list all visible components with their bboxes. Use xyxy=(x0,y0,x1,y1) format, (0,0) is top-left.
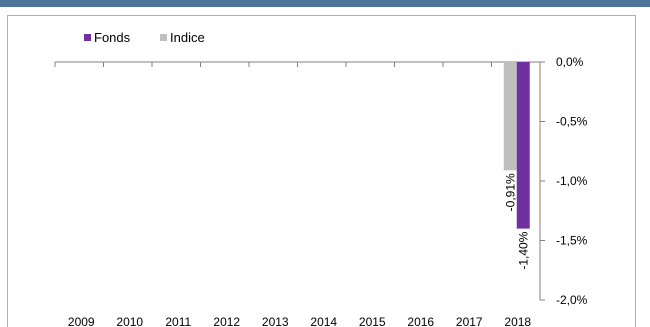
y-tick-labels: 0,0% -0,5% -1,0% -1,5% -2,0% xyxy=(556,55,588,307)
y-tick-label: -0,5% xyxy=(556,115,588,129)
legend-swatch-fonds xyxy=(84,34,91,41)
bars xyxy=(503,62,530,229)
bar-fonds xyxy=(516,62,530,229)
data-label-fonds: -1,40% xyxy=(516,231,530,269)
x-tick-label: 2014 xyxy=(310,315,337,327)
x-tick-label: 2009 xyxy=(68,315,95,327)
bar-indice xyxy=(503,62,517,171)
x-tick-labels: 2009 2010 2011 2012 2013 2014 2015 2016 2017 2018 xyxy=(68,315,532,327)
x-tick-label: 2016 xyxy=(407,315,434,327)
header-bar xyxy=(0,0,650,7)
y-tick-label: -2,0% xyxy=(556,293,588,307)
x-tick-label: 2015 xyxy=(359,315,386,327)
x-tick-label: 2010 xyxy=(116,315,143,327)
chart-frame xyxy=(7,15,636,327)
data-labels: -0,91% -1,40% xyxy=(503,173,530,270)
axes xyxy=(54,61,545,301)
x-tick-label: 2018 xyxy=(504,315,531,327)
legend-swatch-indice xyxy=(160,34,167,41)
x-tick-label: 2013 xyxy=(262,315,289,327)
y-tick-label: -1,5% xyxy=(556,234,588,248)
data-label-indice: -0,91% xyxy=(503,173,517,211)
legend-label-fonds: Fonds xyxy=(94,30,131,45)
y-tick-label: 0,0% xyxy=(556,55,584,69)
x-tick-label: 2011 xyxy=(165,315,191,327)
y-tick-label: -1,0% xyxy=(556,174,588,188)
legend-label-indice: Indice xyxy=(170,30,205,45)
x-tick-label: 2017 xyxy=(456,315,483,327)
legend: Fonds Indice xyxy=(84,30,205,45)
x-tick-label: 2012 xyxy=(213,315,240,327)
